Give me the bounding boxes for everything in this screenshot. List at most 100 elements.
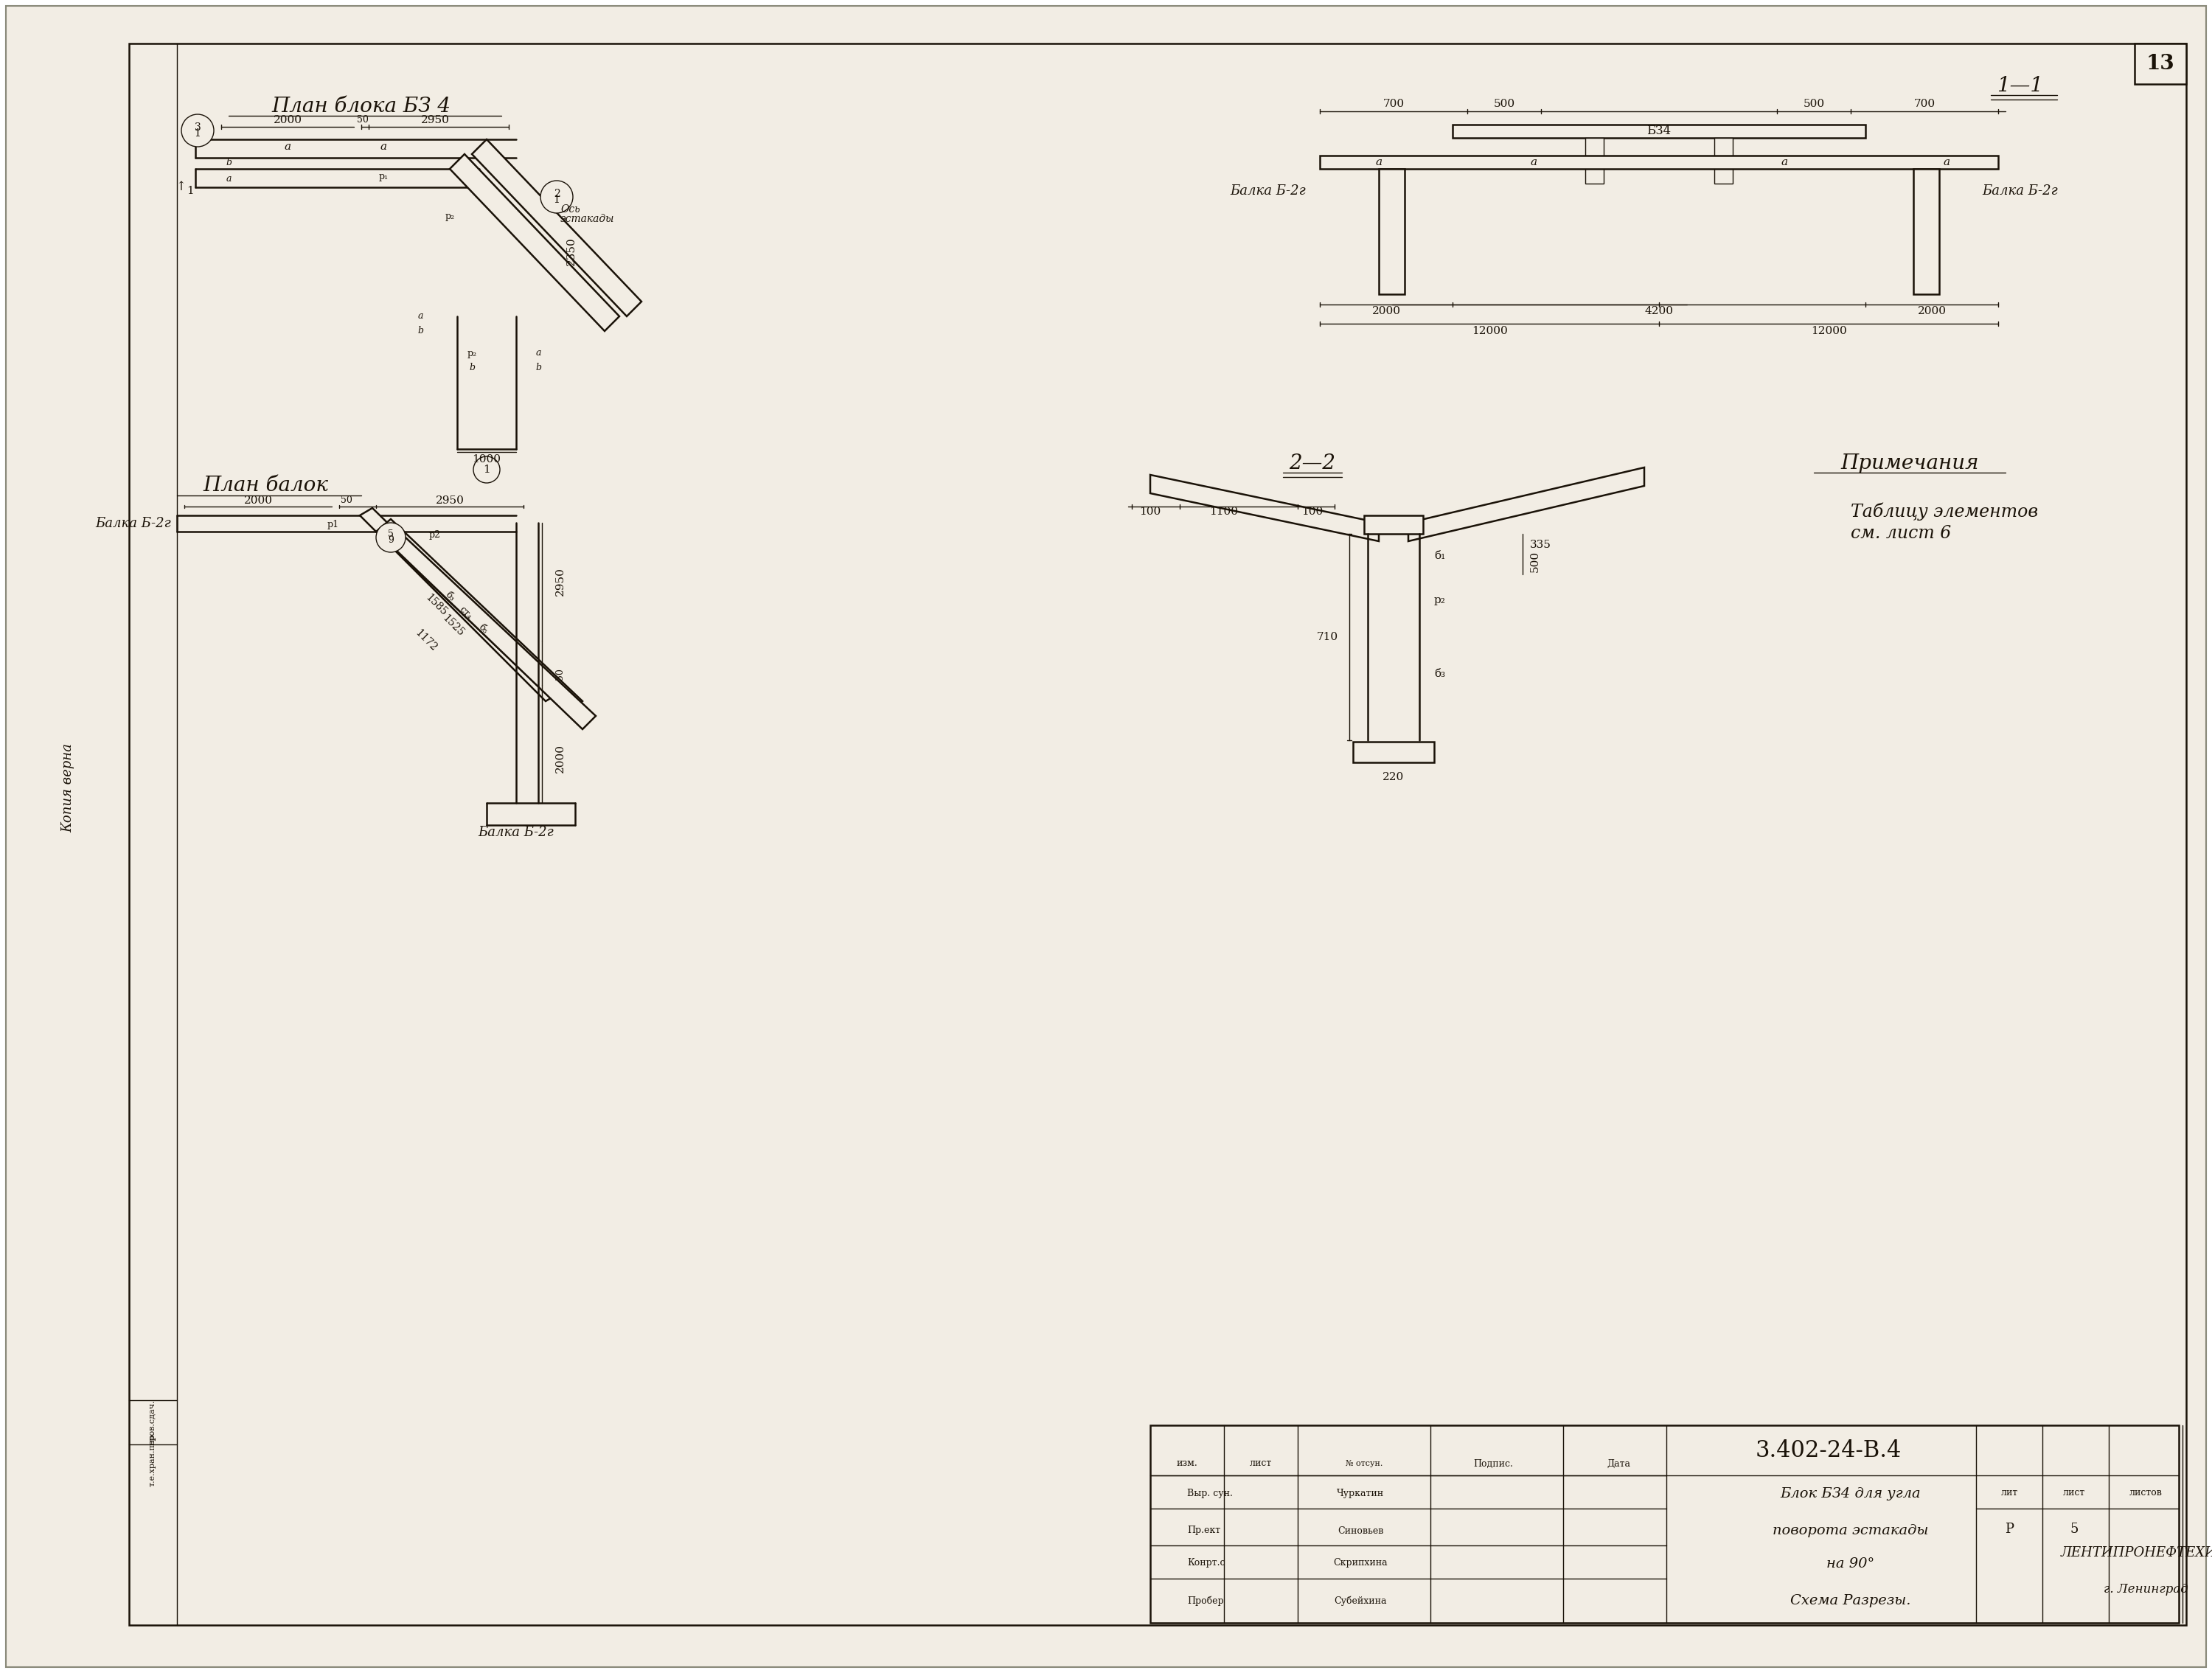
Bar <box>1714 137 1732 184</box>
Text: лит: лит <box>2000 1487 2017 1497</box>
Bar <box>2135 43 2185 84</box>
Text: 335: 335 <box>1531 540 1551 550</box>
Circle shape <box>540 181 573 212</box>
Text: изм.: изм. <box>1177 1459 1197 1469</box>
Text: b: b <box>535 363 542 373</box>
Text: Чуркатин: Чуркатин <box>1336 1489 1385 1499</box>
Text: 1: 1 <box>186 186 195 196</box>
Text: b: b <box>418 326 422 336</box>
Text: Субейхина: Субейхина <box>1334 1596 1387 1606</box>
Text: 12000: 12000 <box>1471 326 1506 336</box>
Text: 1: 1 <box>553 194 560 206</box>
Text: Подпис.: Подпис. <box>1473 1459 1513 1469</box>
Text: 500: 500 <box>1803 99 1825 109</box>
Circle shape <box>181 114 215 147</box>
Circle shape <box>376 522 405 552</box>
Text: ↑: ↑ <box>175 181 186 194</box>
Text: г. Ленинград: г. Ленинград <box>2104 1583 2188 1596</box>
Text: 100: 100 <box>1301 507 1323 517</box>
Circle shape <box>473 457 500 483</box>
Text: Дата: Дата <box>1606 1459 1630 1469</box>
Text: поворота эстакады: поворота эстакады <box>1772 1524 1929 1537</box>
Text: 2950: 2950 <box>555 567 566 596</box>
Text: Таблицу элементов: Таблицу элементов <box>1851 502 2037 520</box>
Text: 50: 50 <box>356 115 369 125</box>
Text: 1: 1 <box>482 465 491 475</box>
Text: 3.402-24-В.4: 3.402-24-В.4 <box>1756 1440 1902 1462</box>
Polygon shape <box>361 509 560 701</box>
Text: 1000: 1000 <box>473 453 500 465</box>
Bar <box>1150 1425 2179 1623</box>
Text: p₂: p₂ <box>445 212 456 221</box>
Text: Скрипхина: Скрипхина <box>1334 1558 1387 1568</box>
Text: Конрт.с: Конрт.с <box>1188 1558 1225 1568</box>
Text: 700: 700 <box>1913 99 1935 109</box>
Text: 1: 1 <box>195 129 201 139</box>
Text: 700: 700 <box>1382 99 1405 109</box>
Text: Пр.ект: Пр.ект <box>1188 1526 1221 1536</box>
Text: ЛЕНТИПРОНЕФТЕХИМ: ЛЕНТИПРОНЕФТЕХИМ <box>2062 1546 2212 1559</box>
Text: 500: 500 <box>1531 550 1540 572</box>
Text: б₃: б₃ <box>1433 669 1444 679</box>
Text: p₂: p₂ <box>467 348 478 358</box>
Text: Балка Б-2г: Балка Б-2г <box>478 826 553 840</box>
Text: листов: листов <box>2130 1487 2161 1497</box>
Text: b: b <box>469 363 476 373</box>
Text: 50: 50 <box>555 668 566 679</box>
Text: 1—1: 1—1 <box>1997 77 2044 97</box>
Polygon shape <box>376 519 582 714</box>
Polygon shape <box>394 537 595 729</box>
Bar <box>1913 169 1940 294</box>
Text: Пробер: Пробер <box>1188 1596 1223 1606</box>
Text: № отсун.: № отсун. <box>1345 1461 1382 1467</box>
Text: 2950: 2950 <box>436 495 465 505</box>
Text: Схема Разрезы.: Схема Разрезы. <box>1790 1594 1911 1608</box>
Text: Выр. сун.: Выр. сун. <box>1188 1489 1232 1499</box>
Text: 5: 5 <box>2070 1522 2079 1536</box>
Text: БЗ4: БЗ4 <box>1646 125 1672 137</box>
Text: 1100: 1100 <box>1210 507 1239 517</box>
Text: 2000: 2000 <box>243 495 272 505</box>
Text: a: a <box>1942 157 1951 167</box>
Text: Синовьев: Синовьев <box>1338 1526 1382 1536</box>
Text: 1172: 1172 <box>414 627 438 654</box>
Polygon shape <box>1150 475 1378 540</box>
Text: на 90°: на 90° <box>1827 1558 1876 1571</box>
Text: 100: 100 <box>1139 507 1161 517</box>
Polygon shape <box>449 154 619 331</box>
Text: 1585: 1585 <box>425 592 449 617</box>
Text: b: b <box>226 159 232 167</box>
Text: б₁: б₁ <box>1433 550 1444 560</box>
Text: 2350: 2350 <box>566 238 577 266</box>
Text: см. лист 6: см. лист 6 <box>1851 525 1951 542</box>
Text: 500: 500 <box>1493 99 1515 109</box>
Text: a: a <box>418 311 422 321</box>
Text: 9: 9 <box>387 535 394 545</box>
Text: a: a <box>380 142 387 152</box>
Text: пров.сдач.: пров.сдач. <box>148 1400 157 1445</box>
Text: a: a <box>1376 157 1382 167</box>
Text: 2: 2 <box>553 189 560 199</box>
Bar <box>1378 169 1405 294</box>
Text: a: a <box>1531 157 1537 167</box>
Text: Балка Б-2г: Балка Б-2г <box>1982 184 2057 197</box>
Text: 1525: 1525 <box>440 614 467 639</box>
Text: Ось: Ось <box>560 204 580 214</box>
Text: 2000: 2000 <box>1371 306 1400 316</box>
Text: ст₄: ст₄ <box>458 604 473 621</box>
Text: 710: 710 <box>1316 632 1338 642</box>
Text: Примечания: Примечания <box>1840 453 1980 473</box>
Text: p1: p1 <box>327 520 338 530</box>
Text: б₃: б₃ <box>442 591 456 604</box>
Text: 2000: 2000 <box>274 115 301 125</box>
Text: a: a <box>535 348 542 358</box>
Text: р₂: р₂ <box>1433 596 1447 606</box>
Text: 220: 220 <box>1382 771 1405 783</box>
Text: a: a <box>283 142 292 152</box>
Text: Блок БЗ4 для угла: Блок БЗ4 для угла <box>1781 1487 1920 1501</box>
Text: 2000: 2000 <box>555 744 566 773</box>
Text: 4200: 4200 <box>1644 306 1672 316</box>
Text: p₁: p₁ <box>378 171 389 181</box>
Text: Копия верна: Копия верна <box>62 743 75 833</box>
Text: 2—2: 2—2 <box>1290 453 1336 473</box>
